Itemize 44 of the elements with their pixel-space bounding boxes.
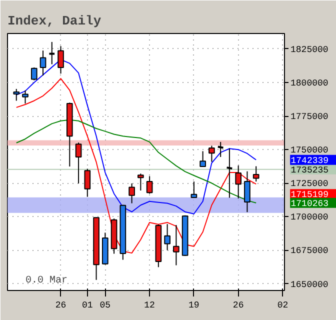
- x-tick-label: 26: [55, 300, 66, 310]
- y-tick-label: 1675000: [290, 246, 328, 256]
- candlestick: [13, 88, 20, 102]
- candlestick: [164, 224, 170, 251]
- x-tick-label: 02: [277, 300, 288, 310]
- x-tick-label: 19: [188, 300, 200, 310]
- candlestick: [146, 176, 153, 194]
- candlestick: [216, 141, 224, 158]
- candlestick: [75, 142, 82, 184]
- candlestick: [190, 181, 198, 198]
- x-tick-label: 12: [144, 300, 155, 310]
- y-tick-label: 1650000: [290, 280, 328, 290]
- y-tick-label: 1800000: [290, 78, 328, 88]
- candlestick: [40, 50, 46, 76]
- candlestick: [138, 173, 144, 192]
- y-tick-label: 1775000: [290, 112, 328, 122]
- candlestick: [252, 166, 260, 182]
- y-tick-label: 1725000: [290, 179, 328, 190]
- y-tick-label: 1700000: [290, 212, 328, 223]
- text: 1715199: [290, 190, 329, 200]
- line-series: [16, 78, 257, 254]
- y-tick-label: 1825000: [290, 44, 328, 55]
- candlestick: [208, 145, 215, 162]
- candlestick: [244, 170, 250, 213]
- candlestick: [128, 182, 135, 204]
- ref-line-label: 1735235: [290, 165, 329, 176]
- candlestick: [22, 90, 28, 104]
- candlestick: [235, 165, 242, 199]
- x-tick-label: 26: [232, 300, 244, 310]
- x-tick-label: 01: [82, 300, 93, 310]
- text: 1742339: [290, 156, 329, 166]
- candlestick: [48, 41, 56, 65]
- candlestick: [58, 46, 64, 74]
- text: 1710263: [290, 198, 329, 209]
- candlestick: [84, 168, 91, 198]
- line-series: [16, 119, 257, 204]
- x-tick-label: 05: [100, 300, 111, 310]
- candlestick: [200, 150, 206, 167]
- chart-title: Index, Daily: [8, 14, 102, 28]
- candlestick: [30, 66, 38, 81]
- annotation: 0.0 Mar: [26, 276, 68, 286]
- candlestick: [173, 224, 180, 266]
- y-tick-label: 1750000: [290, 146, 328, 156]
- candlestick: [226, 148, 234, 198]
